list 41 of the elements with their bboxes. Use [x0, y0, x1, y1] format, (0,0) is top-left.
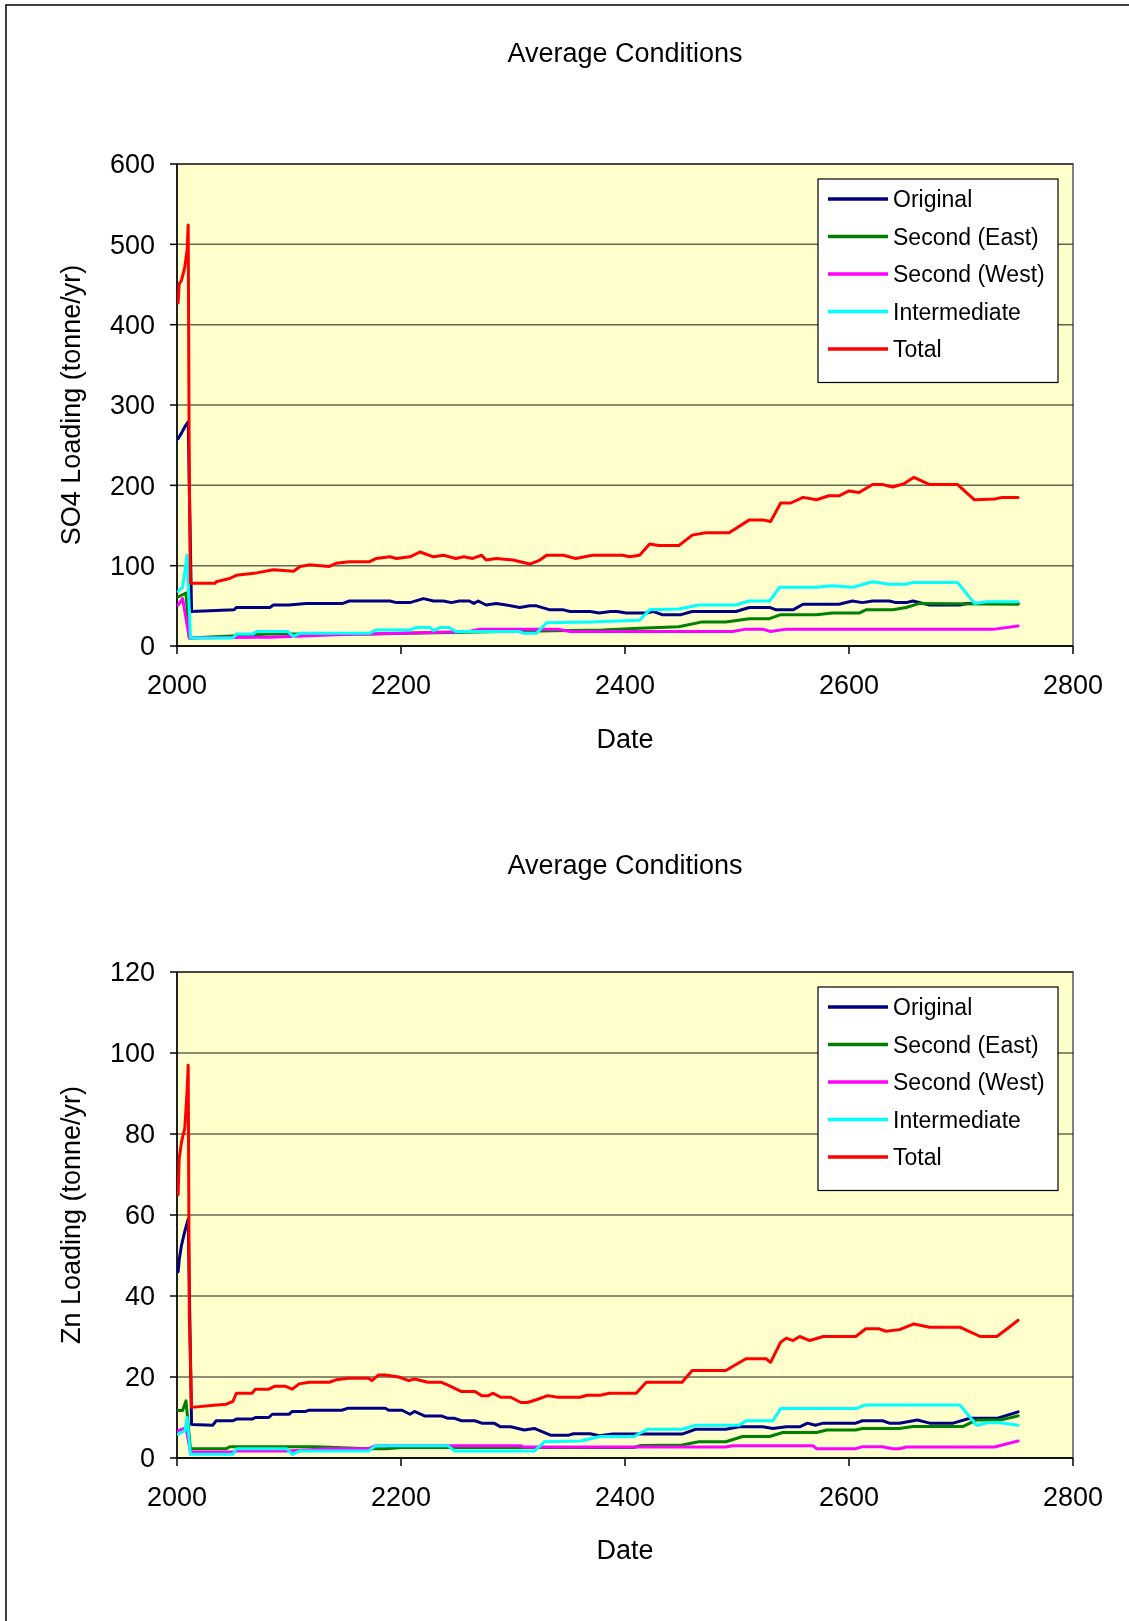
line-series	[177, 553, 1020, 640]
x-tick-label: 2000	[146, 1482, 208, 1512]
x-tick-label: 2400	[594, 1482, 656, 1512]
y-tick-label: 20	[124, 1362, 155, 1393]
y-tick-label: 300	[109, 390, 155, 421]
y-tick-label: 200	[109, 470, 155, 501]
y-tick-label: 100	[109, 551, 155, 582]
x-tick-label: 2600	[818, 1482, 880, 1512]
legend-label: Intermediate	[893, 1106, 1021, 1133]
legend-label: Original	[893, 186, 973, 213]
legend-label: Second (West)	[893, 261, 1045, 288]
y-tick-label: 120	[109, 957, 155, 988]
y-tick-label: 600	[109, 149, 155, 180]
legend-label: Second (East)	[893, 223, 1039, 250]
y-tick-label: 0	[139, 631, 155, 662]
y-tick-label: 80	[124, 1119, 155, 1150]
x-tick-label: 2200	[370, 1482, 432, 1512]
y-axis-title: Zn Loading (tonne/yr)	[56, 1085, 86, 1345]
x-tick-label: 2800	[1042, 1482, 1104, 1512]
x-axis-title: Date	[596, 1535, 654, 1565]
chart-title: Average Conditions	[507, 38, 743, 68]
legend-label: Second (West)	[893, 1069, 1045, 1096]
legend-label: Intermediate	[893, 298, 1021, 325]
y-axis-title: SO4 Loading (tonne/yr)	[56, 264, 86, 546]
chart-title: Average Conditions	[507, 850, 743, 880]
legend-label: Total	[893, 1144, 942, 1171]
x-tick-label: 2800	[1042, 670, 1104, 700]
x-tick-label: 2400	[594, 670, 656, 700]
x-tick-label: 2000	[146, 670, 208, 700]
x-tick-label: 2600	[818, 670, 880, 700]
y-tick-label: 400	[109, 310, 155, 341]
y-tick-label: 0	[139, 1443, 155, 1474]
legend-label: Original	[893, 994, 973, 1021]
y-tick-label: 40	[124, 1281, 155, 1312]
legend-label: Second (East)	[893, 1031, 1039, 1058]
y-tick-label: 100	[109, 1038, 155, 1069]
legend-label: Total	[893, 336, 942, 363]
x-axis-title: Date	[596, 724, 654, 754]
y-tick-label: 60	[124, 1200, 155, 1231]
x-tick-label: 2200	[370, 670, 432, 700]
y-tick-label: 500	[109, 229, 155, 260]
